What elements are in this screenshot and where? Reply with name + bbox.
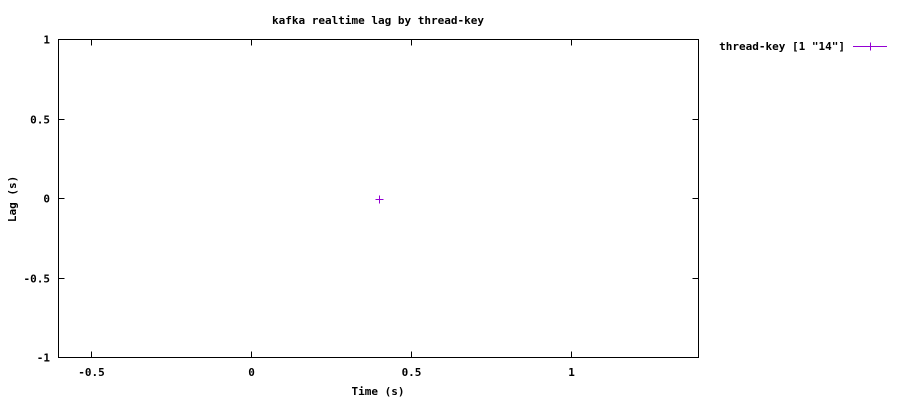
- y-tick-label: -0.5: [24, 273, 51, 286]
- y-tick-label: 0: [43, 193, 50, 206]
- y-axis-label: Lag (s): [6, 176, 19, 222]
- x-tick-label: -0.5: [78, 366, 105, 379]
- y-axis: 1 0.5 0 -0.5 -1: [24, 34, 699, 365]
- x-axis-label: Time (s): [352, 385, 405, 398]
- y-tick-label: 0.5: [30, 114, 50, 127]
- x-axis: -0.5 0 0.5 1: [78, 39, 575, 379]
- legend-plus-marker: [866, 42, 875, 51]
- legend: thread-key [1 "14"]: [719, 40, 887, 53]
- data-point: [375, 195, 384, 204]
- plot-frame: [58, 39, 699, 358]
- y-tick-label: -1: [37, 352, 51, 365]
- x-tick-label: 0.5: [402, 366, 422, 379]
- legend-label: thread-key [1 "14"]: [719, 40, 845, 53]
- x-tick-label: 1: [568, 366, 575, 379]
- series-layer: [375, 195, 384, 204]
- y-tick-label: 1: [43, 34, 50, 47]
- chart-title: kafka realtime lag by thread-key: [272, 14, 484, 27]
- x-tick-label: 0: [248, 366, 255, 379]
